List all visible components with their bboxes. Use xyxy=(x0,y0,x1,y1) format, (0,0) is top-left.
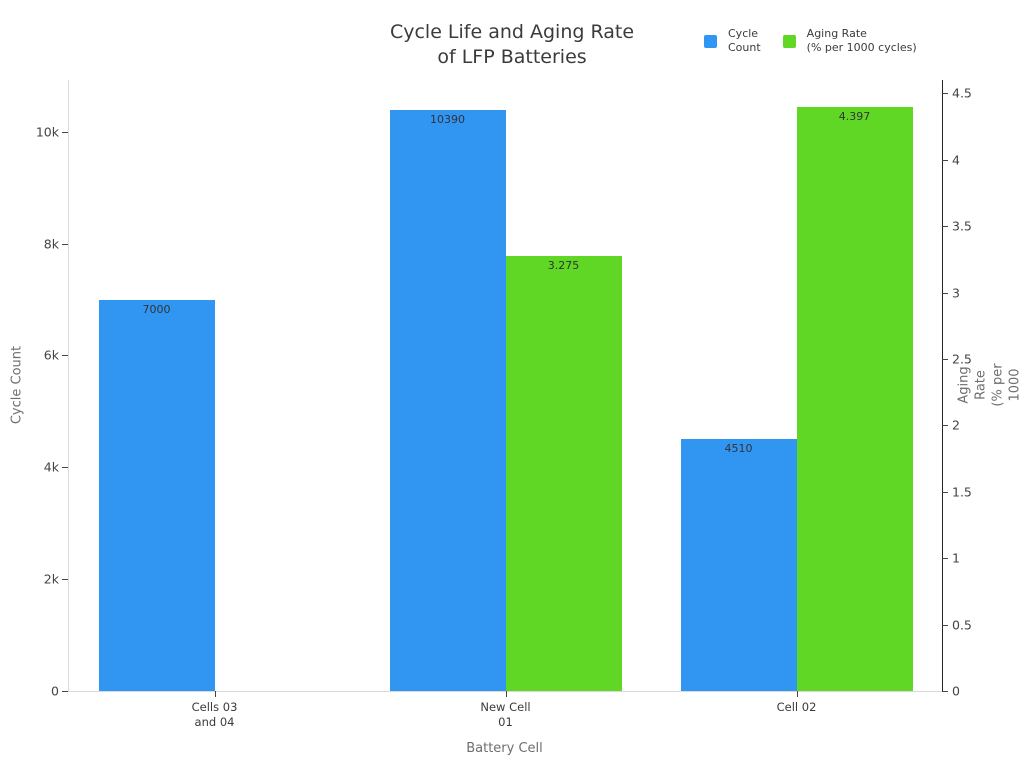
x-axis-tick xyxy=(505,691,507,697)
x-axis-tick-label-cells-03-and-04: Cells 03 and 04 xyxy=(191,700,238,729)
y-axis-right-tick-label: 4.5 xyxy=(952,85,972,101)
y-axis-right-tick-label: 3 xyxy=(952,285,960,301)
y-axis-left-tick xyxy=(62,131,68,133)
y-axis-right-tick-label: 2 xyxy=(952,417,960,433)
bar-aging-rate-per-1000-cycles-new-cell-01[interactable] xyxy=(505,256,622,691)
y-axis-left-tick-label: 6k xyxy=(43,347,59,363)
y-axis-left-tick xyxy=(62,243,68,245)
y-axis-right-tick xyxy=(942,93,948,95)
y-axis-right-tick xyxy=(942,226,948,228)
legend-item-cycle-count[interactable]: Cycle Count xyxy=(704,27,761,55)
y-axis-right-tick-label: 2.5 xyxy=(952,351,972,367)
y-axis-right-tick xyxy=(942,491,948,493)
legend-item-aging-rate[interactable]: Aging Rate (% per 1000 cycles) xyxy=(782,27,917,55)
bar-aging-rate-per-1000-cycles-cell-02[interactable] xyxy=(796,106,913,691)
chart-title: Cycle Life and Aging Rate of LFP Batteri… xyxy=(389,21,635,68)
y-axis-left-tick-label: 10k xyxy=(35,124,59,140)
y-axis-left-tick xyxy=(62,691,68,692)
y-axis-left-tick xyxy=(62,579,68,581)
y-axis-title-left: Cycle Count xyxy=(9,345,25,425)
aging-rate-swatch-icon xyxy=(782,34,796,48)
legend-item-label: Cycle Count xyxy=(728,27,761,54)
y-axis-right-tick xyxy=(942,159,948,161)
x-axis-tick-label-cell-02: Cell 02 xyxy=(776,700,817,714)
y-axis-right-tick xyxy=(942,624,948,626)
plot-area: 0 2k 4k 6k 8k 10k 0 0.5 1 1.5 2 2.5 3 3.5 4 4.5 Cells 03… xyxy=(36,80,972,729)
bar-cycle-count-new-cell-01[interactable] xyxy=(389,109,506,691)
y-axis-left-tick-label: 2k xyxy=(43,571,59,587)
y-axis-left-tick-label: 4k xyxy=(43,459,59,475)
x-axis-tick-label-new-cell-01: New Cell 01 xyxy=(480,700,531,729)
y-axis-right-tick-label: 0.5 xyxy=(952,617,972,633)
x-axis-tick xyxy=(214,691,216,697)
y-axis-left-tick xyxy=(62,467,68,469)
y-axis-right-tick-label: 4 xyxy=(952,152,960,168)
x-axis-tick xyxy=(796,691,798,697)
y-axis-right-tick xyxy=(942,691,948,692)
y-axis-left-tick xyxy=(62,355,68,357)
legend-item-label: Aging Rate (% per 1000 cycles) xyxy=(806,27,917,54)
y-axis-left-tick-label: 0 xyxy=(51,683,59,699)
y-axis-left-tick-label: 8k xyxy=(43,236,59,252)
bar-cycle-count-cells-03-and-04[interactable] xyxy=(98,299,215,691)
y-axis-right-tick xyxy=(942,558,948,560)
y-axis-right-tick-label: 0 xyxy=(952,683,960,699)
y-axis-right-tick-label: 3.5 xyxy=(952,218,972,234)
bar-cycle-count-cell-02[interactable] xyxy=(680,438,797,691)
y-axis-right-tick xyxy=(942,425,948,427)
y-axis-title-right: Aging Rate (% per 1000 cycles) xyxy=(956,363,1023,407)
y-axis-right-tick xyxy=(942,358,948,360)
legend: Cycle Count Aging Rate (% per 1000 cycle… xyxy=(704,27,917,55)
cycle-count-swatch-icon xyxy=(704,34,717,48)
y-axis-right-tick-label: 1 xyxy=(952,550,960,566)
x-axis-title: Battery Cell xyxy=(466,741,543,756)
y-axis-right-tick-label: 1.5 xyxy=(952,484,972,500)
y-axis-right-tick xyxy=(942,292,948,294)
